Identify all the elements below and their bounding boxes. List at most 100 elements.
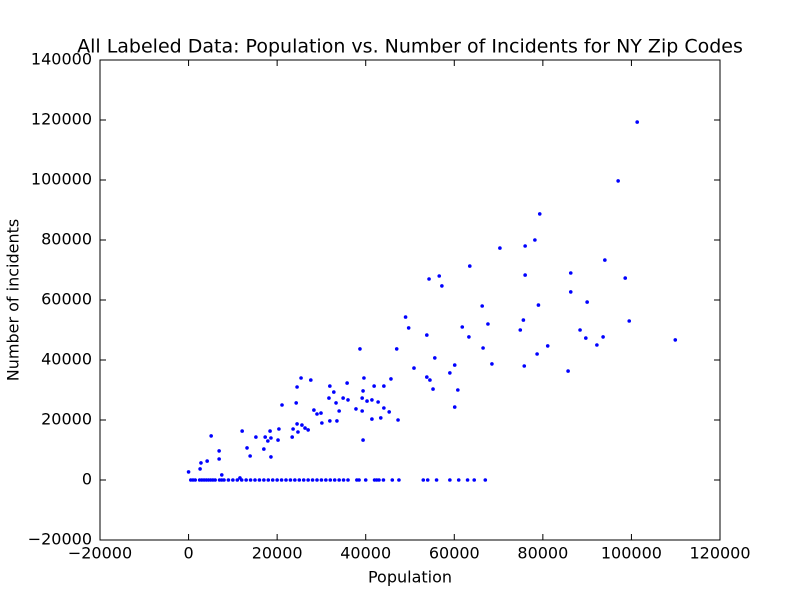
point <box>490 362 494 366</box>
point <box>568 271 573 275</box>
point <box>332 478 337 482</box>
point <box>403 315 408 319</box>
point <box>280 403 284 407</box>
point <box>360 409 364 413</box>
point <box>381 478 386 482</box>
point <box>437 274 442 278</box>
point <box>332 390 336 394</box>
point <box>231 478 235 482</box>
point <box>269 455 273 459</box>
point <box>358 347 362 351</box>
point <box>205 459 209 463</box>
point <box>486 322 490 326</box>
y-tick-label: 80000 <box>41 230 92 249</box>
point <box>357 478 361 482</box>
point <box>536 303 541 307</box>
point <box>394 347 399 351</box>
point <box>240 429 244 433</box>
point <box>309 378 313 382</box>
point <box>337 478 341 482</box>
point <box>266 478 271 482</box>
point <box>360 396 364 400</box>
point <box>433 356 437 360</box>
point <box>301 478 306 482</box>
point <box>294 401 298 405</box>
point <box>472 478 477 482</box>
point <box>346 478 350 482</box>
point <box>334 401 338 405</box>
point <box>235 478 240 482</box>
point <box>460 325 465 329</box>
x-tick-label: 120000 <box>689 544 750 563</box>
point <box>270 478 275 482</box>
point <box>537 212 542 216</box>
point <box>275 478 279 482</box>
point <box>306 428 310 432</box>
point <box>327 396 331 400</box>
point <box>372 384 376 388</box>
point <box>328 478 333 482</box>
point <box>376 400 380 404</box>
point <box>239 478 244 482</box>
point <box>448 371 452 375</box>
point <box>217 457 221 461</box>
point <box>440 284 444 288</box>
point <box>585 300 589 304</box>
point <box>266 439 270 443</box>
point <box>456 478 461 482</box>
point <box>328 384 332 388</box>
point <box>341 478 346 482</box>
point <box>425 478 430 482</box>
point <box>595 343 599 347</box>
point <box>263 435 267 439</box>
point <box>522 364 527 368</box>
point <box>315 478 319 482</box>
point <box>603 258 607 262</box>
point <box>425 333 429 337</box>
point <box>324 478 328 482</box>
point <box>319 478 324 482</box>
y-tick-label: 20000 <box>41 410 92 429</box>
point <box>568 290 573 294</box>
point <box>545 344 550 348</box>
point <box>248 454 252 458</box>
point <box>198 467 202 471</box>
y-tick-label: 100000 <box>31 170 92 189</box>
point <box>578 328 582 332</box>
point <box>269 436 273 440</box>
point <box>219 473 224 477</box>
point <box>320 421 324 425</box>
point <box>245 446 249 450</box>
point <box>428 378 432 382</box>
point <box>467 335 471 339</box>
point <box>300 423 304 427</box>
point <box>341 396 345 400</box>
point <box>523 273 527 277</box>
point <box>365 399 369 403</box>
point <box>262 478 266 482</box>
point <box>431 387 435 391</box>
point <box>248 478 253 482</box>
point <box>345 381 349 385</box>
point <box>452 363 457 367</box>
point <box>209 434 213 438</box>
point <box>257 478 262 482</box>
point <box>226 478 231 482</box>
y-tick-label: 60000 <box>41 290 92 309</box>
point <box>584 336 588 340</box>
x-axis-label: Population <box>368 568 452 587</box>
x-tick-label: −20000 <box>68 544 132 563</box>
point <box>635 120 639 124</box>
point <box>310 478 315 482</box>
point <box>335 419 339 423</box>
point <box>299 376 303 380</box>
point <box>295 422 299 426</box>
point <box>306 478 310 482</box>
point <box>673 338 678 342</box>
point <box>199 461 203 465</box>
point <box>377 478 381 482</box>
point <box>566 369 570 373</box>
point <box>397 478 401 482</box>
point <box>328 419 332 423</box>
